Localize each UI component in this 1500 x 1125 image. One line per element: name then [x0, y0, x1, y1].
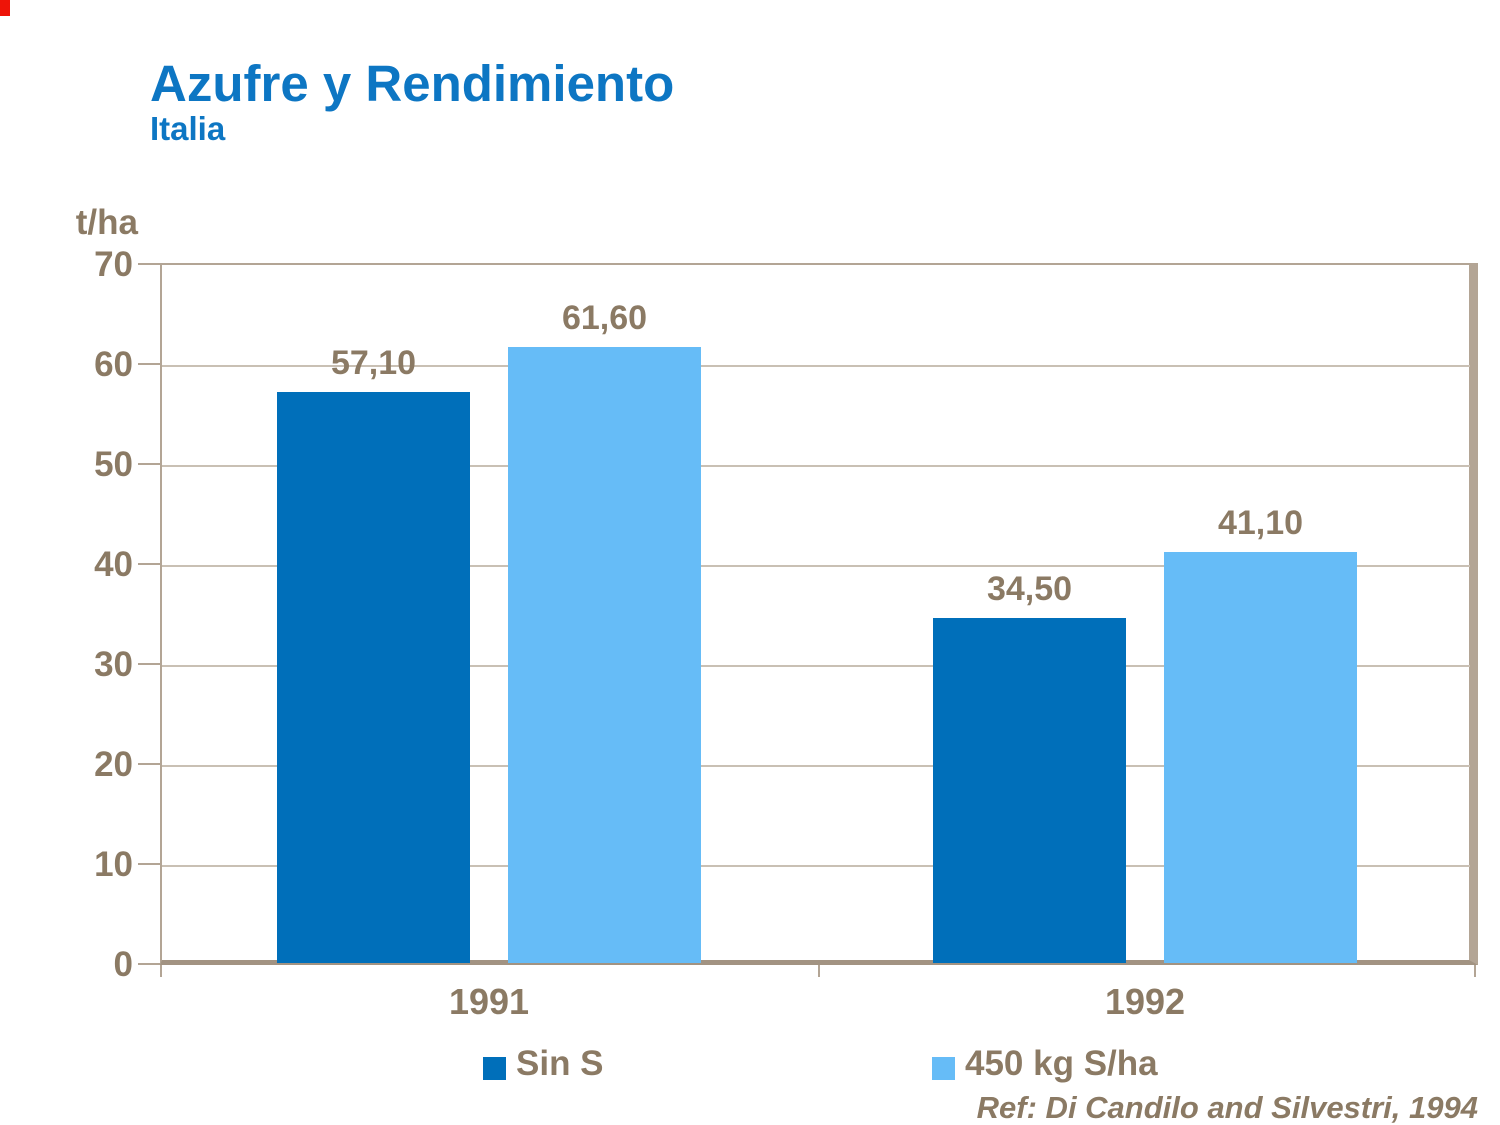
legend-swatch-sin-s — [483, 1057, 506, 1080]
y-tick-label: 0 — [113, 945, 133, 984]
chart-subtitle: Italia — [150, 110, 226, 147]
bar-value-label: 57,10 — [330, 344, 417, 382]
bar-value-label: 61,60 — [561, 299, 648, 337]
legend-swatch-450kg — [932, 1057, 955, 1080]
gridline — [162, 865, 1470, 867]
x-axis-tick — [1474, 965, 1476, 977]
x-category-label-1991: 1991 — [448, 981, 530, 1022]
y-tick-label: 30 — [94, 645, 133, 684]
x-axis-tick — [160, 965, 162, 977]
reference-citation: Ref: Di Candilo and Silvestri, 1994 — [976, 1090, 1478, 1125]
y-axis-tick — [138, 663, 160, 665]
y-tick-label: 60 — [94, 345, 133, 384]
red-corner-mark — [0, 0, 10, 16]
y-axis-unit-label: t/ha — [75, 203, 138, 242]
bar-value-label: 34,50 — [986, 570, 1073, 608]
bar-1992-450-kg-s-ha — [1164, 552, 1357, 963]
y-axis-tick — [138, 463, 160, 465]
y-tick-label: 70 — [94, 245, 133, 284]
legend-label-450kg: 450 kg S/ha — [965, 1044, 1158, 1083]
gridline — [162, 465, 1470, 467]
plot-area: 57,10 61,60 1991 34,50 41,10 1992 — [162, 265, 1470, 1022]
bar-1991-450-kg-s-ha — [508, 347, 701, 963]
y-tick-label: 50 — [94, 445, 133, 484]
y-axis-tick — [138, 963, 160, 965]
bar-1992-sin-s — [933, 618, 1126, 963]
y-tick-label: 10 — [94, 845, 133, 884]
x-axis-tick — [818, 965, 820, 977]
bar-value-label: 41,10 — [1217, 504, 1304, 542]
plot-area-frame — [160, 263, 1478, 965]
gridline — [162, 565, 1470, 567]
gridline — [162, 765, 1470, 767]
y-axis: 70 60 50 40 30 20 10 0 — [38, 245, 133, 984]
legend-label-sin-s: Sin S — [516, 1044, 604, 1083]
y-axis-tick — [138, 363, 160, 365]
bar-1991-sin-s — [277, 392, 470, 963]
chart-title: Azufre y Rendimiento — [150, 55, 675, 112]
y-tick-label: 20 — [94, 745, 133, 784]
y-axis-tick — [138, 563, 160, 565]
y-tick-label: 40 — [94, 545, 133, 584]
y-axis-tick — [138, 763, 160, 765]
y-axis-tick — [138, 263, 160, 265]
gridline — [162, 365, 1470, 367]
y-axis-tick — [138, 863, 160, 865]
gridline — [162, 665, 1470, 667]
x-category-label-1992: 1992 — [1104, 981, 1186, 1022]
